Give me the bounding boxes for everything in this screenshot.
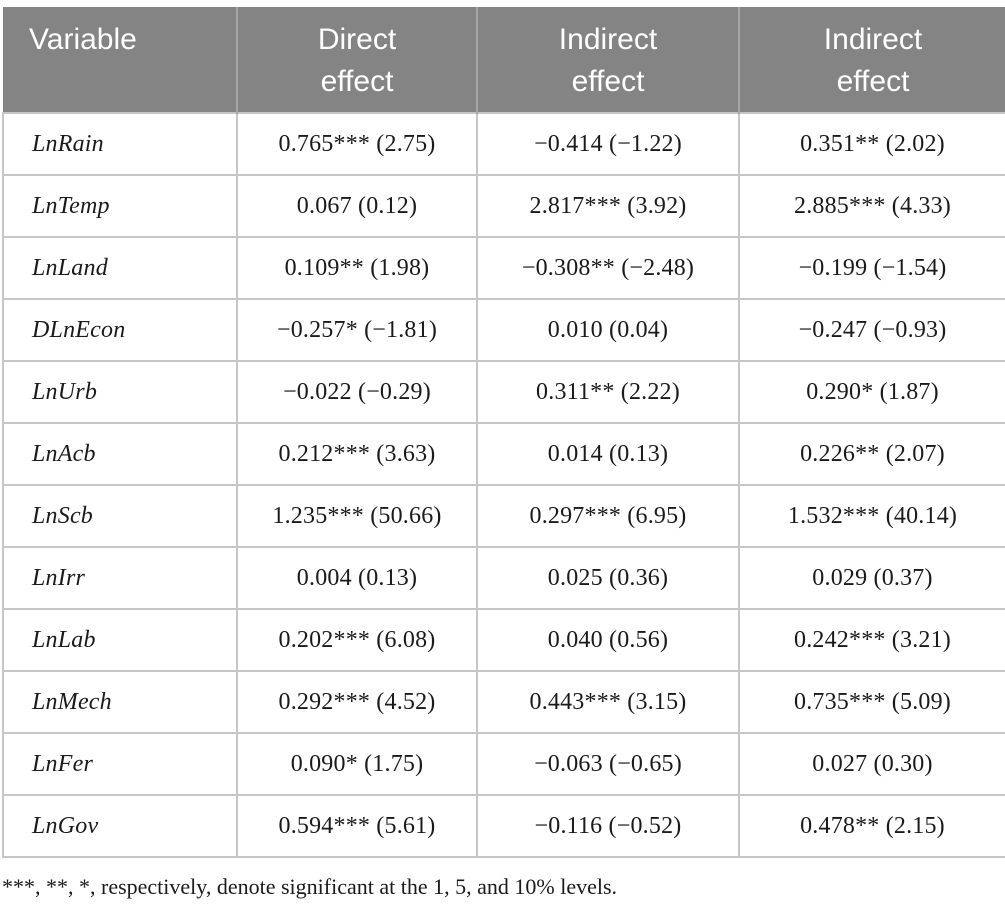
table-row: LnFer 0.090* (1.75) −0.063 (−0.65) 0.027 (0… (2, 732, 1005, 796)
value-cell: 0.297*** (6.95) (476, 484, 740, 548)
value-cell: 2.885*** (4.33) (738, 174, 1005, 238)
table-row: LnTemp 0.067 (0.12) 2.817*** (3.92) 2.885**… (2, 174, 1005, 238)
table-row: LnLand 0.109** (1.98) −0.308** (−2.48) −0.1… (2, 236, 1005, 300)
table-row: LnIrr 0.004 (0.13) 0.025 (0.36) 0.029 (0.37… (2, 546, 1005, 610)
value-cell: −0.257* (−1.81) (236, 298, 478, 362)
value-cell: −0.308** (−2.48) (476, 236, 740, 300)
value-cell: 1.532*** (40.14) (738, 484, 1005, 548)
table-row: LnAcb 0.212*** (3.63) 0.014 (0.13) 0.226** … (2, 422, 1005, 486)
value-cell: 0.202*** (6.08) (236, 608, 478, 672)
value-cell: 0.004 (0.13) (236, 546, 478, 610)
variable-cell: LnAcb (2, 422, 238, 486)
value-cell: 0.290* (1.87) (738, 360, 1005, 424)
column-header-variable: Variable (3, 7, 237, 113)
variable-cell: LnRain (2, 112, 238, 176)
column-header-indirect-effect-2: Indirect effect (738, 7, 1005, 113)
variable-cell: LnFer (2, 732, 238, 796)
value-cell: 0.735*** (5.09) (738, 670, 1005, 734)
value-cell: 0.292*** (4.52) (236, 670, 478, 734)
value-cell: 0.478** (2.15) (738, 794, 1005, 858)
variable-cell: LnMech (2, 670, 238, 734)
variable-cell: LnTemp (2, 174, 238, 238)
value-cell: 0.351** (2.02) (738, 112, 1005, 176)
value-cell: −0.063 (−0.65) (476, 732, 740, 796)
value-cell: 0.090* (1.75) (236, 732, 478, 796)
table-row: DLnEcon −0.257* (−1.81) 0.010 (0.04) −0.247… (2, 298, 1005, 362)
value-cell: 0.594*** (5.61) (236, 794, 478, 858)
significance-footnote: ***, **, *, respectively, denote signifi… (2, 874, 618, 899)
value-cell: 0.311** (2.22) (476, 360, 740, 424)
value-cell: 0.109** (1.98) (236, 236, 478, 300)
value-cell: 1.235*** (50.66) (236, 484, 478, 548)
value-cell: 0.226** (2.07) (738, 422, 1005, 486)
value-cell: 0.067 (0.12) (236, 174, 478, 238)
value-cell: 0.765*** (2.75) (236, 112, 478, 176)
value-cell: 0.212*** (3.63) (236, 422, 478, 486)
table-row: LnScb 1.235*** (50.66) 0.297*** (6.95) 1.53… (2, 484, 1005, 548)
value-cell: −0.199 (−1.54) (738, 236, 1005, 300)
variable-cell: LnLand (2, 236, 238, 300)
value-cell: 0.014 (0.13) (476, 422, 740, 486)
header-row: Variable Direct effect Indirect effect I… (3, 7, 1005, 113)
variable-cell: DLnEcon (2, 298, 238, 362)
value-cell: 0.010 (0.04) (476, 298, 740, 362)
table-header: Variable Direct effect Indirect effect I… (3, 7, 1005, 113)
value-cell: −0.116 (−0.52) (476, 794, 740, 858)
value-cell: −0.414 (−1.22) (476, 112, 740, 176)
value-cell: 0.027 (0.30) (738, 732, 1005, 796)
variable-cell: LnGov (2, 794, 238, 858)
column-header-indirect-effect-1: Indirect effect (476, 7, 739, 113)
table-row: LnUrb −0.022 (−0.29) 0.311** (2.22) 0.290* … (2, 360, 1005, 424)
table-row: LnGov 0.594*** (5.61) −0.116 (−0.52) 0.478*… (2, 794, 1005, 858)
variable-cell: LnScb (2, 484, 238, 548)
table-row: LnRain 0.765*** (2.75) −0.414 (−1.22) 0.351… (2, 112, 1005, 176)
value-cell: 0.025 (0.36) (476, 546, 740, 610)
table-row: LnMech 0.292*** (4.52) 0.443*** (3.15) 0.73… (2, 670, 1005, 734)
value-cell: 0.029 (0.37) (738, 546, 1005, 610)
value-cell: 0.443*** (3.15) (476, 670, 740, 734)
column-header-direct-effect: Direct effect (236, 7, 477, 113)
table-body: LnRain 0.765*** (2.75) −0.414 (−1.22) 0.351… (2, 112, 1005, 858)
variable-cell: LnLab (2, 608, 238, 672)
value-cell: −0.022 (−0.29) (236, 360, 478, 424)
variable-cell: LnIrr (2, 546, 238, 610)
value-cell: 0.040 (0.56) (476, 608, 740, 672)
value-cell: 2.817*** (3.92) (476, 174, 740, 238)
results-table: Variable Direct effect Indirect effect I… (2, 7, 1005, 858)
table-row: LnLab 0.202*** (6.08) 0.040 (0.56) 0.242***… (2, 608, 1005, 672)
variable-cell: LnUrb (2, 360, 238, 424)
value-cell: −0.247 (−0.93) (738, 298, 1005, 362)
value-cell: 0.242*** (3.21) (738, 608, 1005, 672)
